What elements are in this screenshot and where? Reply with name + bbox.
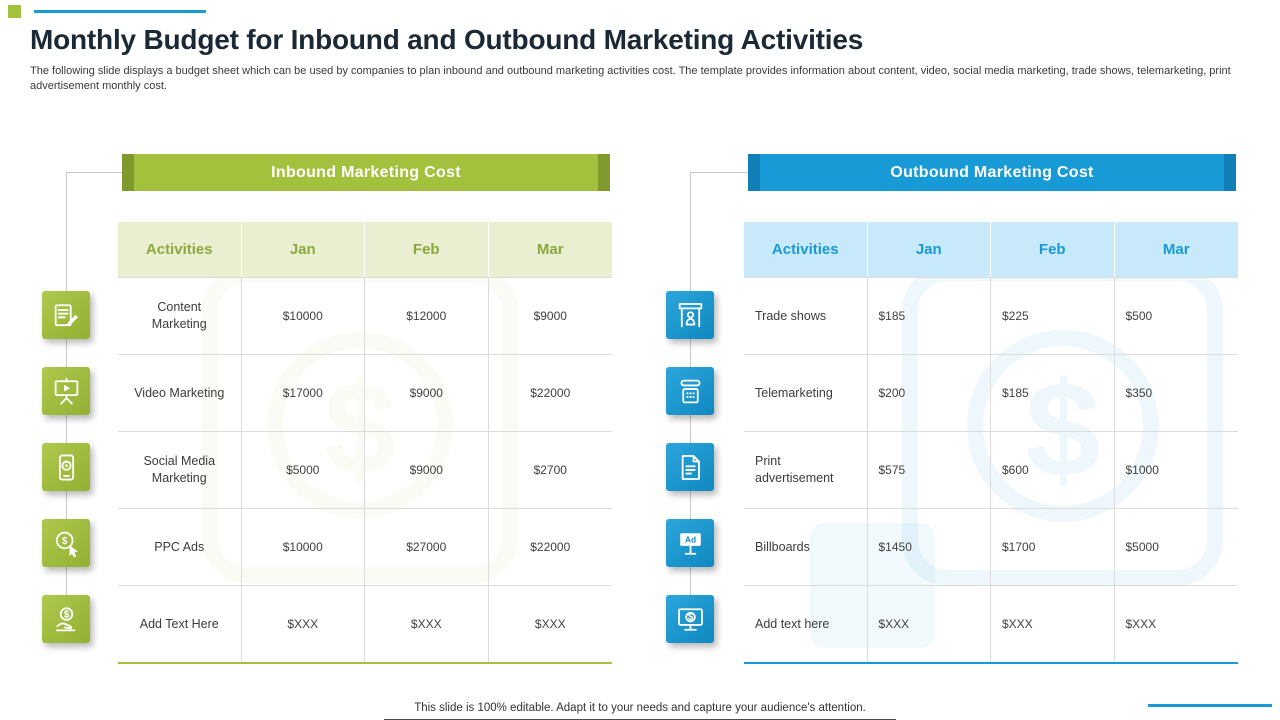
value-cell: $XXX [991, 586, 1115, 662]
footer-note: This slide is 100% editable. Adapt it to… [384, 702, 896, 720]
column-header: Feb [991, 222, 1115, 277]
value-cell: $5000 [1125, 539, 1159, 554]
value-cell: $12000 [365, 278, 489, 354]
activity-cell: Trade shows [744, 278, 868, 354]
inbound-table-header: Activities Jan Feb Mar [118, 222, 612, 277]
value-cell: $17000 [242, 355, 365, 431]
svg-text:Ad: Ad [684, 534, 695, 544]
value-cell: $9000 [365, 432, 489, 508]
activity-cell: Social Media Marketing [118, 432, 242, 508]
activity-cell: Video Marketing [118, 355, 242, 431]
column-header: Mar [1114, 222, 1238, 277]
inbound-connector-line [66, 172, 122, 173]
table-row: Content Marketing $10000 $12000 $9000 [118, 277, 612, 354]
outbound-banner: Outbound Marketing Cost [748, 154, 1236, 191]
column-header: Feb [365, 222, 489, 277]
value-cell: $9000 [533, 308, 567, 323]
column-header: Activities [744, 222, 868, 277]
deco-blue-line-bottom [1148, 704, 1272, 707]
trade-show-icon [666, 291, 714, 339]
value-cell: $22000 [530, 385, 571, 400]
table-row: Video Marketing $17000 $9000 $22000 [118, 354, 612, 431]
value-cell: $1700 [991, 509, 1115, 585]
svg-text:$: $ [62, 536, 68, 547]
billboard-icon: Ad [666, 519, 714, 567]
table-row: Add text here $XXX $XXX $XXX [744, 585, 1238, 662]
value-cell: $XXX [365, 586, 489, 662]
value-cell: $9000 [365, 355, 489, 431]
value-cell: $XXX [1125, 616, 1157, 631]
activity-cell: Telemarketing [744, 355, 868, 431]
column-header: Mar [488, 222, 612, 277]
table-row: Add Text Here $XXX $XXX $XXX [118, 585, 612, 662]
table-row: Billboards $1450 $1700 $5000 [744, 508, 1238, 585]
video-marketing-icon [42, 367, 90, 415]
outbound-banner-title: Outbound Marketing Cost [890, 163, 1094, 181]
value-cell: $600 [991, 432, 1115, 508]
column-header: Jan [241, 222, 365, 277]
svg-text:$: $ [63, 609, 69, 620]
value-cell: $575 [868, 432, 991, 508]
ppc-ads-icon: $ [42, 519, 90, 567]
value-cell: $225 [991, 278, 1115, 354]
outbound-table-header: Activities Jan Feb Mar [744, 222, 1238, 277]
telemarketing-icon [666, 367, 714, 415]
table-row: Trade shows $185 $225 $500 [744, 277, 1238, 354]
table-row: PPC Ads $10000 $27000 $22000 [118, 508, 612, 585]
deco-green-square [8, 5, 21, 18]
svg-text:$: $ [324, 355, 396, 501]
value-cell: $185 [868, 278, 991, 354]
page-title: Monthly Budget for Inbound and Outbound … [30, 24, 864, 55]
value-cell: $22000 [530, 539, 571, 554]
footer: This slide is 100% editable. Adapt it to… [0, 698, 1280, 720]
value-cell: $5000 [242, 432, 365, 508]
print-advertisement-icon [666, 443, 714, 491]
slide-subtitle: The following slide displays a budget sh… [30, 65, 1231, 93]
table-row: Telemarketing $200 $185 $350 [744, 354, 1238, 431]
value-cell: $500 [1125, 308, 1153, 323]
value-cell: $185 [991, 355, 1115, 431]
value-cell: $10000 [242, 509, 365, 585]
activity-cell: Billboards [744, 509, 868, 585]
value-cell: $XXX [534, 616, 566, 631]
inbound-table: Activities Jan Feb Mar Content Marketing… [118, 222, 612, 664]
column-header: Jan [867, 222, 991, 277]
value-cell: $27000 [365, 509, 489, 585]
value-cell: $1000 [1125, 462, 1159, 477]
value-cell: $2700 [533, 462, 567, 477]
outbound-table: Activities Jan Feb Mar Trade shows $185 … [744, 222, 1238, 664]
content-marketing-icon [42, 291, 90, 339]
svg-text:$: $ [1025, 354, 1100, 505]
table-row: Print advertisement $575 $600 $1000 [744, 431, 1238, 508]
deco-blue-line-top [34, 10, 206, 13]
column-header: Activities [118, 222, 242, 277]
inbound-banner-title: Inbound Marketing Cost [271, 163, 461, 181]
table-row: Social Media Marketing $5000 $9000 $2700 [118, 431, 612, 508]
value-cell: $1450 [868, 509, 991, 585]
value-cell: $XXX [868, 586, 991, 662]
budget-hand-icon: $ [42, 595, 90, 643]
inbound-banner: Inbound Marketing Cost [122, 154, 610, 191]
monitor-money-icon: $ [666, 595, 714, 643]
activity-cell: Print advertisement [744, 432, 868, 508]
activity-cell: Add text here [744, 586, 868, 662]
activity-cell: PPC Ads [118, 509, 242, 585]
value-cell: $XXX [242, 586, 365, 662]
value-cell: $10000 [242, 278, 365, 354]
activity-cell: Content Marketing [118, 278, 242, 354]
activity-cell: Add Text Here [118, 586, 242, 662]
outbound-connector-line [690, 172, 748, 173]
value-cell: $200 [868, 355, 991, 431]
social-media-marketing-icon [42, 443, 90, 491]
value-cell: $350 [1125, 385, 1153, 400]
svg-text:$: $ [687, 612, 693, 623]
